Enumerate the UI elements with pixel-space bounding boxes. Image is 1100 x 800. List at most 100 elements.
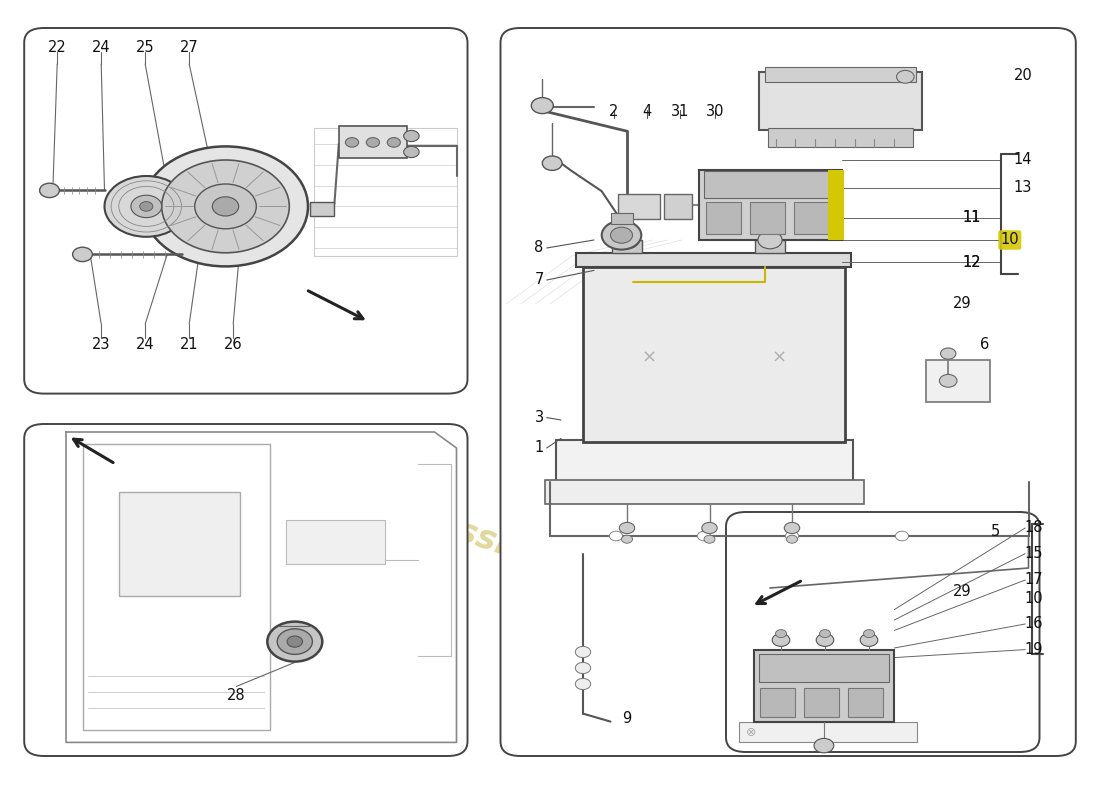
Circle shape — [940, 348, 956, 359]
FancyBboxPatch shape — [24, 424, 467, 756]
Circle shape — [702, 522, 717, 534]
Text: 6: 6 — [980, 337, 989, 351]
Text: 12: 12 — [962, 255, 980, 270]
Bar — [764, 67, 916, 82]
Text: 21: 21 — [180, 337, 198, 351]
Bar — [664, 194, 692, 219]
FancyBboxPatch shape — [500, 28, 1076, 756]
Text: ×: × — [641, 349, 657, 366]
Text: 22: 22 — [47, 41, 67, 55]
Bar — [755, 240, 785, 253]
Text: 8: 8 — [535, 241, 543, 255]
Circle shape — [404, 146, 419, 158]
Bar — [794, 202, 829, 234]
Text: 9: 9 — [623, 711, 631, 726]
Text: ×: × — [771, 349, 786, 366]
Circle shape — [621, 535, 632, 543]
Text: 19: 19 — [1025, 642, 1043, 657]
Bar — [706, 202, 741, 234]
Text: 17: 17 — [1025, 573, 1043, 587]
Bar — [618, 194, 660, 219]
Text: 10: 10 — [1025, 591, 1043, 606]
Text: 15: 15 — [1025, 546, 1043, 561]
Circle shape — [575, 662, 591, 674]
Bar — [583, 267, 845, 442]
Text: 10: 10 — [1001, 233, 1019, 247]
Bar — [119, 492, 240, 596]
Text: 27: 27 — [179, 41, 199, 55]
Circle shape — [575, 678, 591, 690]
Circle shape — [602, 221, 641, 250]
Circle shape — [575, 646, 591, 658]
Bar — [704, 171, 836, 198]
Text: 30: 30 — [706, 105, 724, 119]
Circle shape — [387, 138, 400, 147]
Circle shape — [40, 183, 59, 198]
Circle shape — [345, 138, 359, 147]
Bar — [544, 480, 864, 504]
Text: 31: 31 — [671, 105, 689, 119]
Circle shape — [772, 634, 790, 646]
Circle shape — [758, 231, 782, 249]
Bar — [556, 440, 852, 482]
Bar — [754, 650, 894, 722]
Circle shape — [143, 146, 308, 266]
Circle shape — [697, 531, 711, 541]
Circle shape — [287, 636, 303, 647]
Text: a passion for parts: a passion for parts — [376, 490, 724, 630]
Circle shape — [531, 98, 553, 114]
Circle shape — [704, 535, 715, 543]
Bar — [760, 688, 795, 717]
Circle shape — [212, 197, 239, 216]
Text: 26: 26 — [224, 337, 242, 351]
FancyBboxPatch shape — [726, 512, 1040, 752]
Text: 29: 29 — [954, 585, 971, 599]
Text: ⊗: ⊗ — [746, 726, 757, 739]
Bar — [759, 654, 889, 682]
Bar — [750, 202, 785, 234]
Text: 24: 24 — [92, 41, 110, 55]
Text: 4: 4 — [642, 105, 651, 119]
FancyBboxPatch shape — [24, 28, 467, 394]
Bar — [739, 722, 917, 742]
Text: 16: 16 — [1025, 617, 1043, 631]
Text: 20: 20 — [1013, 69, 1033, 83]
Text: 13: 13 — [1014, 181, 1032, 195]
Bar — [310, 202, 334, 216]
Circle shape — [615, 231, 639, 249]
Circle shape — [860, 634, 878, 646]
Circle shape — [619, 522, 635, 534]
Bar — [926, 360, 990, 402]
Text: 12: 12 — [962, 255, 980, 270]
Circle shape — [267, 622, 322, 662]
Text: 1: 1 — [535, 441, 543, 455]
Bar — [286, 520, 385, 564]
Bar — [612, 240, 642, 253]
Circle shape — [131, 195, 162, 218]
Text: 23: 23 — [92, 337, 110, 351]
Bar — [828, 170, 844, 240]
Circle shape — [104, 176, 188, 237]
Circle shape — [404, 130, 419, 142]
Bar — [339, 126, 407, 158]
Circle shape — [277, 629, 312, 654]
Circle shape — [939, 374, 957, 387]
Bar — [804, 688, 839, 717]
Text: 18: 18 — [1025, 521, 1043, 535]
Bar — [759, 72, 922, 130]
Circle shape — [864, 630, 874, 638]
Circle shape — [366, 138, 379, 147]
Circle shape — [816, 634, 834, 646]
Text: 14: 14 — [1014, 153, 1032, 167]
Text: 7: 7 — [535, 273, 543, 287]
Circle shape — [162, 160, 289, 253]
Circle shape — [784, 522, 800, 534]
Circle shape — [814, 738, 834, 753]
Text: 11: 11 — [962, 210, 980, 225]
Text: 11: 11 — [962, 210, 980, 225]
Circle shape — [896, 70, 914, 83]
Circle shape — [609, 531, 623, 541]
Bar — [576, 253, 851, 267]
Circle shape — [610, 227, 632, 243]
Circle shape — [895, 531, 909, 541]
